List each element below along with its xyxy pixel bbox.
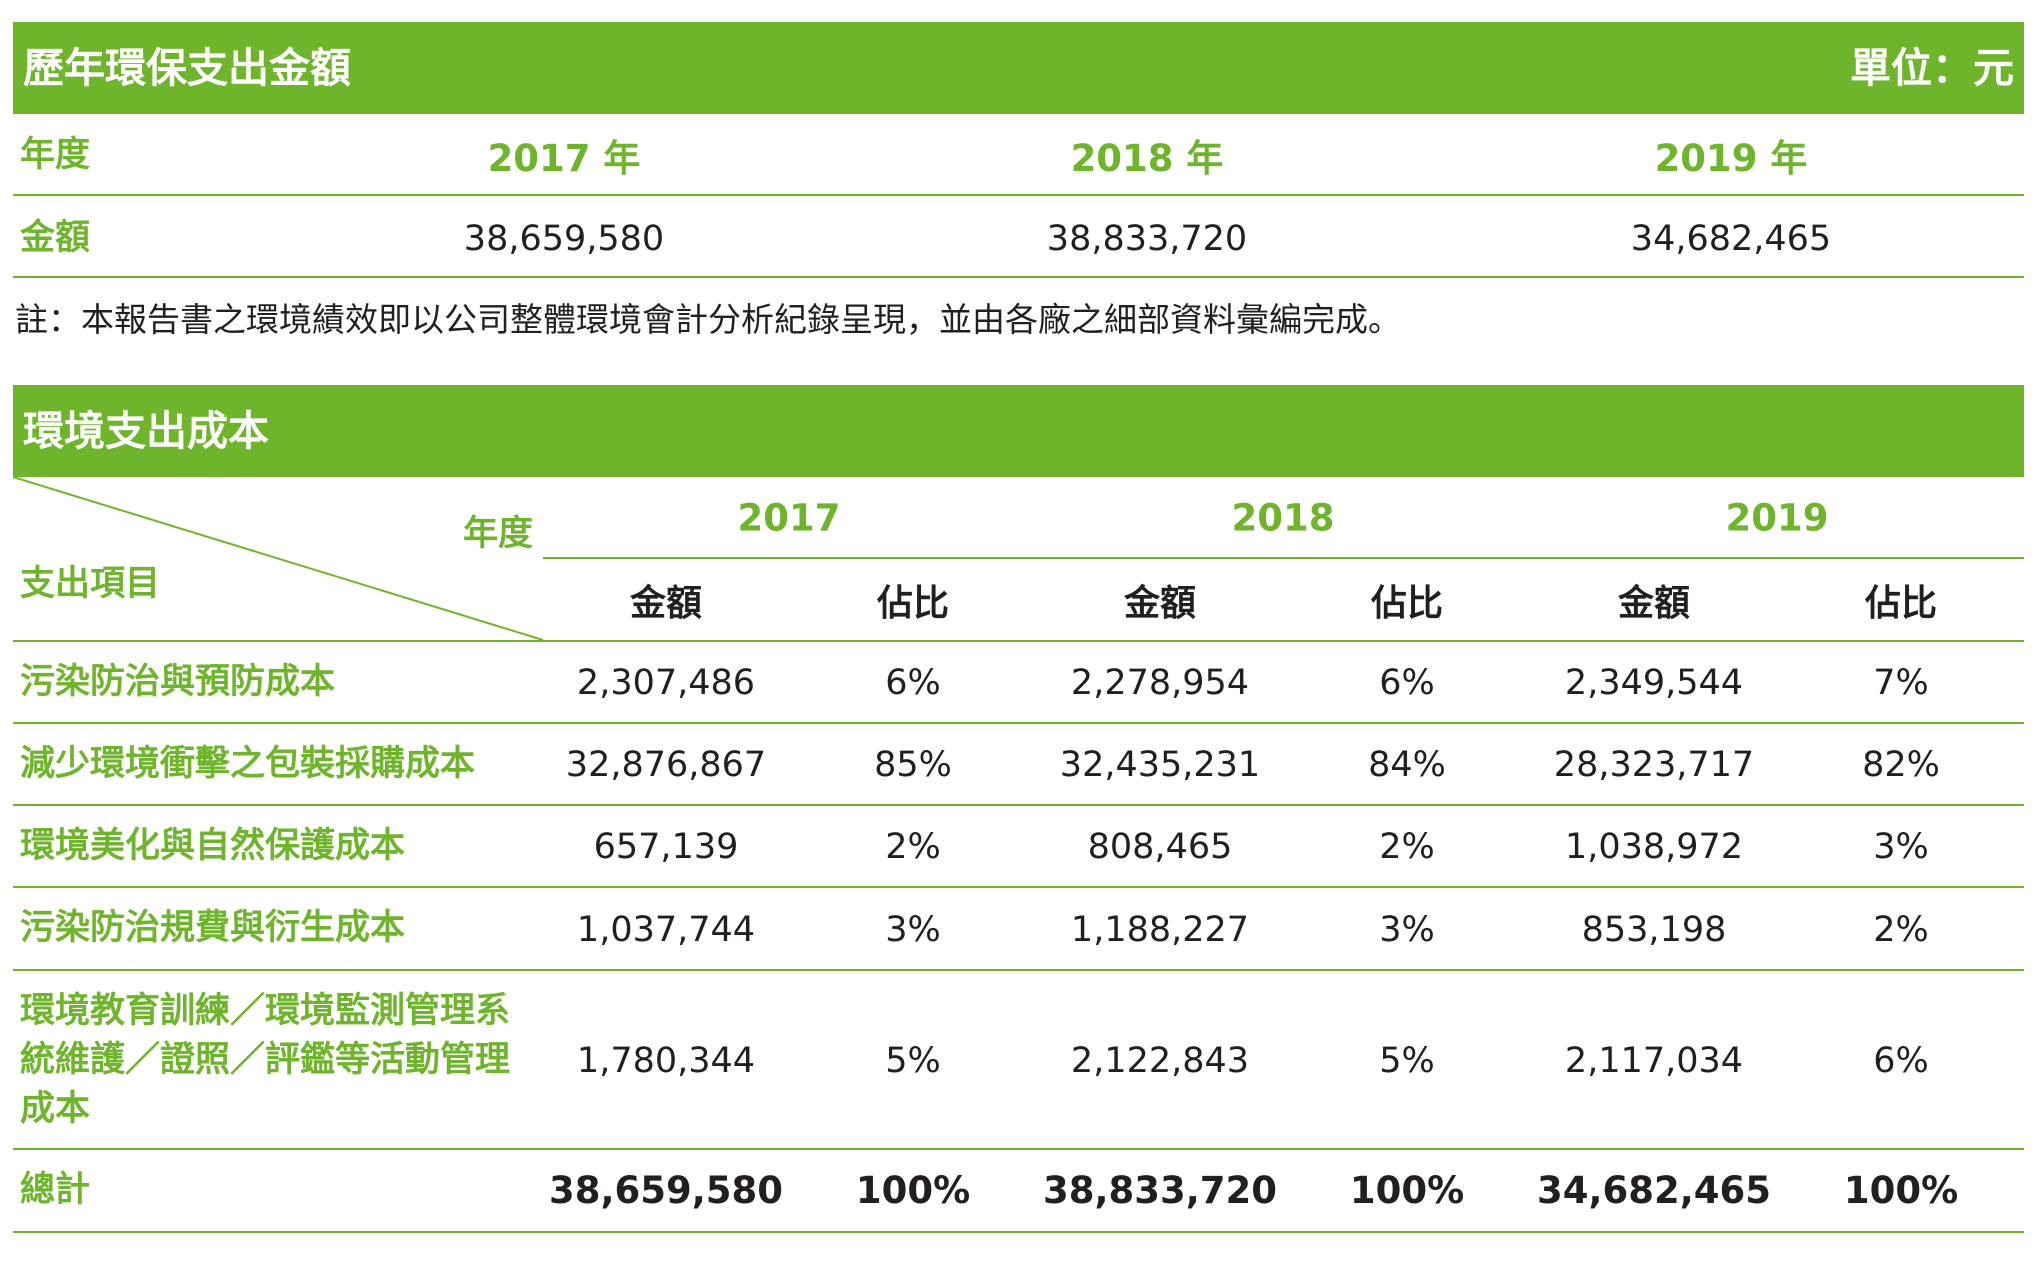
cell: 1,188,227 [1070, 910, 1250, 950]
table1-year-2019: 2019 年 [1654, 137, 1808, 180]
total-cell: 100% [1843, 1169, 1959, 1212]
table1-amount-label: 金額 [20, 218, 91, 258]
cell: 3% [1379, 910, 1435, 950]
table2-header-rule [13, 640, 2024, 642]
table1-bottom-rule [13, 276, 2024, 278]
cell: 1,037,744 [576, 910, 756, 950]
corner-item-label: 支出項目 [20, 564, 161, 604]
cell: 5% [885, 1041, 941, 1081]
table2-year-2019: 2019 [1725, 496, 1829, 540]
row-label-pollution-fees: 污染防治規費與衍生成本 [20, 908, 406, 948]
table1-title: 歷年環保支出金額 [23, 44, 351, 92]
cell: 32,876,867 [565, 745, 767, 785]
table2-year-2017: 2017 [737, 496, 841, 540]
table2-year-2018: 2018 [1231, 496, 1335, 540]
cell: 3% [1873, 827, 1929, 867]
total-cell: 100% [1349, 1169, 1465, 1212]
row-label-packaging: 減少環境衝擊之包裝採購成本 [20, 744, 476, 784]
table1-amount-2018: 38,833,720 [1046, 219, 1248, 259]
table1-unit: 單位：元 [1850, 44, 2014, 92]
table1-note: 註：本報告書之環境績效即以公司整體環境會計分析紀錄呈現，並由各廠之細部資料彙編完… [15, 300, 1401, 339]
total-cell: 38,659,580 [548, 1169, 784, 1212]
cell: 2% [885, 827, 941, 867]
cell: 84% [1368, 745, 1446, 785]
cell: 2% [1379, 827, 1435, 867]
table2-year-divider [543, 557, 2024, 559]
cell: 85% [874, 745, 952, 785]
table2-bottom-rule [13, 1231, 2024, 1233]
row-label-pollution-prevention: 污染防治與預防成本 [20, 662, 336, 702]
header-amount-2017: 金額 [629, 583, 703, 624]
total-cell: 34,682,465 [1536, 1169, 1772, 1212]
table1-year-label: 年度 [20, 135, 91, 175]
cell: 6% [885, 663, 941, 703]
cell: 2,307,486 [576, 663, 756, 703]
row-divider [13, 886, 2024, 888]
table2-title: 環境支出成本 [23, 407, 269, 455]
cell: 5% [1379, 1041, 1435, 1081]
table1-amount-2019: 34,682,465 [1630, 219, 1832, 259]
header-ratio-2018: 佔比 [1370, 583, 1444, 624]
cell: 853,198 [1581, 910, 1727, 950]
corner-year-label: 年度 [463, 514, 534, 554]
table1-title-bar: 歷年環保支出金額 單位：元 [13, 22, 2024, 114]
header-amount-2019: 金額 [1617, 583, 1691, 624]
cell: 3% [885, 910, 941, 950]
header-ratio-2019: 佔比 [1864, 583, 1938, 624]
table1-year-2017: 2017 年 [487, 137, 641, 180]
total-cell: 38,833,720 [1042, 1169, 1278, 1212]
cell: 2,122,843 [1070, 1041, 1250, 1081]
cell: 6% [1873, 1041, 1929, 1081]
cell: 32,435,231 [1059, 745, 1261, 785]
cell: 808,465 [1087, 827, 1233, 867]
row-divider [13, 722, 2024, 724]
row-label-education-line2: 統維護／證照／評鑑等活動管理 [20, 1040, 511, 1080]
row-divider [13, 969, 2024, 971]
row-label-beautification: 環境美化與自然保護成本 [20, 826, 406, 866]
total-cell: 100% [855, 1169, 971, 1212]
cell: 82% [1862, 745, 1940, 785]
cell: 2,349,544 [1564, 663, 1744, 703]
cell: 2% [1873, 910, 1929, 950]
table1-divider [13, 194, 2024, 196]
cell: 2,117,034 [1564, 1041, 1744, 1081]
header-amount-2018: 金額 [1123, 583, 1197, 624]
cell: 7% [1873, 663, 1929, 703]
table2-title-bar: 環境支出成本 [13, 385, 2024, 477]
corner-diagonal-line [13, 477, 543, 641]
total-label: 總計 [20, 1170, 91, 1210]
row-divider [13, 804, 2024, 806]
cell: 1,780,344 [576, 1041, 756, 1081]
cell: 1,038,972 [1564, 827, 1744, 867]
table1-amount-2017: 38,659,580 [463, 219, 665, 259]
row-label-education-line3: 成本 [20, 1089, 91, 1129]
row-divider [13, 1148, 2024, 1150]
cell: 28,323,717 [1553, 745, 1755, 785]
row-label-education-line1: 環境教育訓練／環境監測管理系 [20, 991, 511, 1031]
cell: 657,139 [593, 827, 739, 867]
header-ratio-2017: 佔比 [876, 583, 950, 624]
table1-year-2018: 2018 年 [1070, 137, 1224, 180]
cell: 2,278,954 [1070, 663, 1250, 703]
cell: 6% [1379, 663, 1435, 703]
